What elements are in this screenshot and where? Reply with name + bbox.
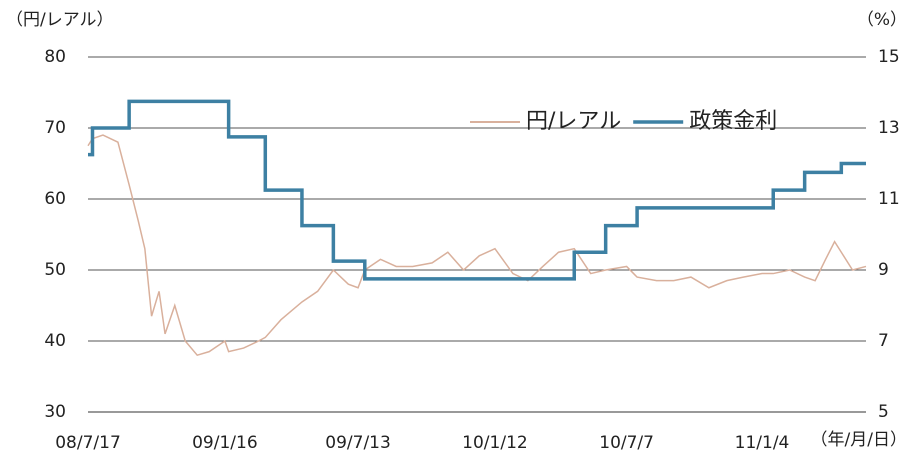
y2-tick-label: 11 <box>878 189 900 209</box>
series-line <box>87 134 867 357</box>
y-tick-label: 30 <box>44 402 66 422</box>
y-tick-label: 70 <box>44 118 66 138</box>
x-axis-label: （年/月/日） <box>811 430 907 450</box>
series-line <box>88 99 866 281</box>
x-tick-label: 11/1/4 <box>735 433 790 453</box>
y2-tick-label: 7 <box>878 331 889 351</box>
y2-tick-label: 15 <box>878 47 900 67</box>
y-tick-label: 40 <box>44 331 66 351</box>
y2-axis-label: （%） <box>857 10 907 30</box>
legend-label: 円/レアル <box>526 109 621 134</box>
y2-tick-label: 13 <box>878 118 900 138</box>
y2-tick-label: 9 <box>878 260 889 280</box>
x-tick-label: 09/7/13 <box>325 433 391 453</box>
x-tick-label: 09/1/16 <box>192 433 258 453</box>
y-axis-label: （円/レアル） <box>6 10 114 30</box>
legend-label: 政策金利 <box>689 109 777 134</box>
y2-tick-label: 5 <box>878 402 889 422</box>
y-tick-label: 80 <box>44 47 66 67</box>
x-tick-label: 10/1/12 <box>462 433 528 453</box>
x-tick-label: 10/7/7 <box>599 433 654 453</box>
x-tick-label: 08/7/17 <box>55 433 121 453</box>
y-tick-label: 60 <box>44 189 66 209</box>
y-tick-label: 50 <box>44 260 66 280</box>
